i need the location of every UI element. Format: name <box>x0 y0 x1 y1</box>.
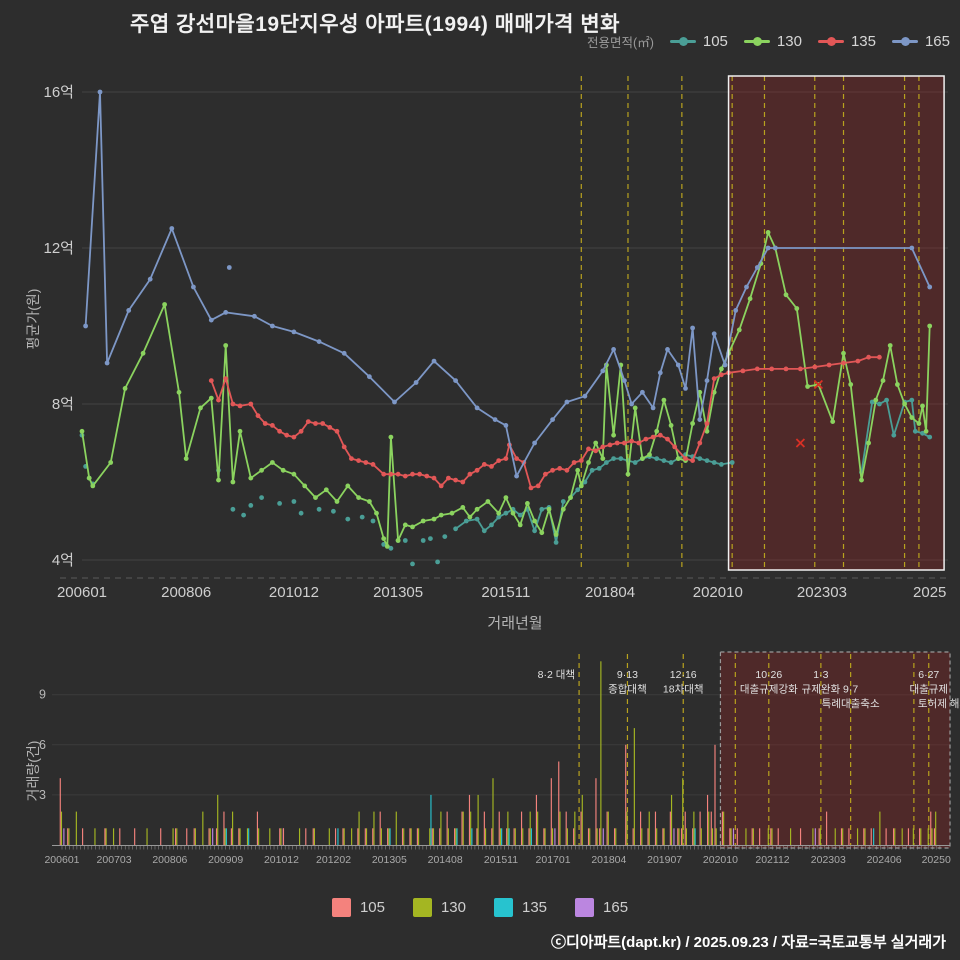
svg-text:201804: 201804 <box>591 854 626 866</box>
legend-item-label: 130 <box>776 33 802 50</box>
legend-item-105[interactable]: 105 <box>669 33 728 50</box>
svg-text:16억: 16억 <box>44 84 75 101</box>
svg-text:201701: 201701 <box>536 854 571 866</box>
svg-text:202112: 202112 <box>755 854 789 866</box>
svg-text:3: 3 <box>39 788 46 802</box>
volume-chart-svg: 3 6 9 200601 200703 200806 200909 201012 201202 2… <box>39 651 960 866</box>
legend-line-swatch <box>669 37 696 46</box>
legend-item-label: 165 <box>924 33 950 50</box>
policy-annotation: 대출규제강화 <box>740 684 798 696</box>
volume-chart: 3 6 9 200601 200703 200806 200909 201012 201202 2… <box>0 640 960 890</box>
legend-dot <box>900 37 910 46</box>
legend-item-label: 105 <box>702 33 728 50</box>
svg-text:202010: 202010 <box>703 854 738 866</box>
volume-legend-item-135[interactable]: 135 <box>494 898 547 917</box>
policy-annotation: 토허제 해제 <box>918 697 960 710</box>
policy-annotation: 18차대책 <box>663 684 704 696</box>
legend-square-swatch <box>575 898 595 917</box>
bottom-legend: 105 130 135 165 <box>0 898 960 917</box>
legend-item-135[interactable]: 135 <box>817 33 876 50</box>
policy-annotation: 12·16 <box>670 669 697 681</box>
top-legend: 전용면적(㎡) 105 130 135 165 <box>587 32 950 51</box>
svg-text:201804: 201804 <box>585 584 635 601</box>
svg-text:201305: 201305 <box>372 854 407 866</box>
svg-text:200601: 200601 <box>44 854 79 866</box>
legend-item-label: 105 <box>359 899 385 916</box>
price-series-130 <box>79 230 933 549</box>
policy-annotation: 규제완화 <box>802 683 841 696</box>
svg-text:201012: 201012 <box>269 584 319 601</box>
price-chart: 4억 8억 12억 16억 200601 200806 201012 201305 201511… <box>0 50 960 630</box>
price-series-165 <box>83 89 933 479</box>
svg-text:202303: 202303 <box>811 854 846 866</box>
price-chart-svg: 4억 8억 12억 16억 200601 200806 201012 201305 201511… <box>44 75 950 601</box>
legend-item-label: 135 <box>522 899 548 916</box>
legend-dot <box>678 37 688 46</box>
policy-annotation: 대출규제 <box>909 684 948 696</box>
legend-square-swatch <box>331 898 351 917</box>
svg-text:2025: 2025 <box>913 584 946 601</box>
legend-square-swatch <box>494 898 513 917</box>
policy-annotation: 1·3 <box>813 669 828 681</box>
legend-line-swatch <box>891 37 918 46</box>
legend-dot <box>752 37 762 46</box>
svg-text:201511: 201511 <box>481 584 530 601</box>
policy-annotation: 특례대출축소 <box>822 698 880 710</box>
svg-text:201012: 201012 <box>264 854 299 866</box>
price-x-axis-title: 거래년월 <box>487 615 543 632</box>
policy-annotation: 8·2 대책 <box>538 669 575 681</box>
svg-text:200601: 200601 <box>57 584 107 601</box>
canceled-deal-mark <box>795 438 806 448</box>
page-title: 주엽 강선마을19단지우성 아파트(1994) 매매가격 변화 <box>130 13 620 36</box>
svg-text:200909: 200909 <box>208 854 243 866</box>
svg-text:201511: 201511 <box>484 854 518 866</box>
highlight-region <box>728 76 945 570</box>
svg-text:200806: 200806 <box>152 854 187 866</box>
policy-annotation: 10·26 <box>755 669 782 681</box>
policy-annotation: 종합대책 <box>608 684 647 696</box>
legend-dot <box>826 37 836 46</box>
policy-annotation: 6·27 <box>918 669 939 681</box>
legend-line-swatch <box>817 37 844 46</box>
svg-text:8억: 8억 <box>52 396 74 413</box>
legend-line-swatch <box>743 37 770 46</box>
svg-text:12억: 12억 <box>44 240 75 257</box>
canceled-deal-mark <box>813 379 823 390</box>
svg-text:6: 6 <box>39 738 46 752</box>
svg-text:4억: 4억 <box>52 552 74 569</box>
svg-text:202406: 202406 <box>867 854 902 866</box>
policy-annotation: 9·13 <box>617 669 638 681</box>
highlight-region-border <box>719 651 951 849</box>
highlight-region-border <box>727 75 945 571</box>
svg-text:201305: 201305 <box>373 584 423 601</box>
legend-item-label: 135 <box>850 33 876 50</box>
legend-item-label: 130 <box>440 899 466 916</box>
highlight-region <box>720 652 950 848</box>
volume-legend-item-130[interactable]: 130 <box>412 898 466 917</box>
legend-item-label: 165 <box>603 899 629 916</box>
svg-text:9: 9 <box>39 688 46 702</box>
svg-text:201408: 201408 <box>428 854 463 866</box>
svg-text:202303: 202303 <box>797 584 847 601</box>
svg-text:201202: 201202 <box>316 854 351 866</box>
legend-item-130[interactable]: 130 <box>743 33 802 50</box>
policy-annotation: 9·7 <box>843 684 858 696</box>
source-credit: ⓒ디아파트(dapt.kr) / 2025.09.23 / 자료=국토교통부 실… <box>550 934 946 951</box>
svg-text:200703: 200703 <box>97 854 132 866</box>
svg-text:200806: 200806 <box>161 584 211 601</box>
legend-item-165[interactable]: 165 <box>891 33 950 50</box>
volume-legend-item-105[interactable]: 105 <box>331 898 385 917</box>
svg-text:201907: 201907 <box>647 854 682 866</box>
svg-text:20250: 20250 <box>922 854 951 866</box>
svg-text:202010: 202010 <box>693 584 743 601</box>
legend-caption: 전용면적(㎡) <box>587 36 654 50</box>
volume-legend-item-165[interactable]: 165 <box>575 898 628 917</box>
legend-square-swatch <box>412 898 432 917</box>
